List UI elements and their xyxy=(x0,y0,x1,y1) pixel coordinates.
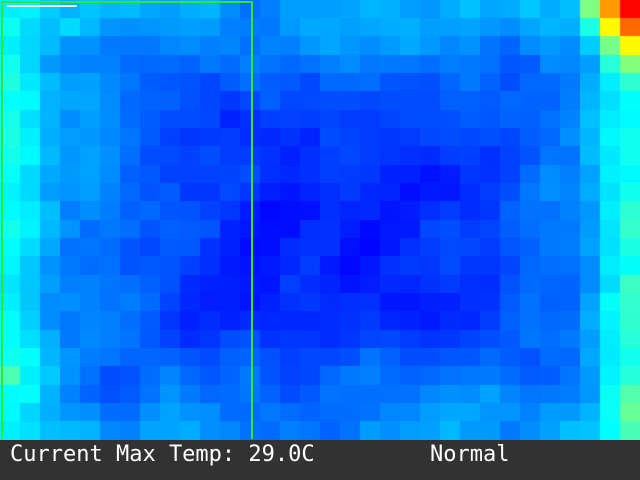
max-temp-readout: Current Max Temp: 29.0C xyxy=(10,442,315,467)
temperature-status: Normal xyxy=(430,442,510,467)
status-bar: Current Max Temp: 29.0C Normal xyxy=(0,440,640,480)
thermal-heatmap xyxy=(0,0,640,440)
thermal-camera-view xyxy=(0,0,640,440)
